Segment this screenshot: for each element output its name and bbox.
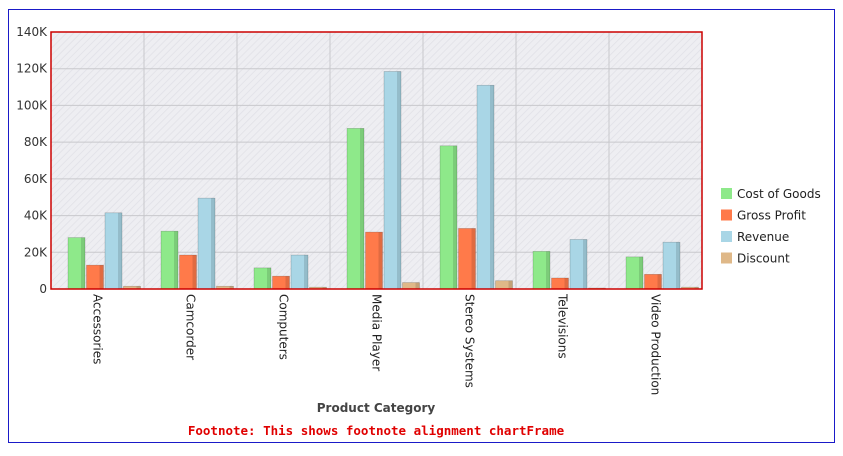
- bar-shade: [285, 276, 290, 289]
- bar-shade: [136, 286, 141, 289]
- bar-shade: [471, 228, 476, 289]
- bar-shade: [694, 287, 699, 289]
- bar-shade: [415, 282, 420, 289]
- plot-border: [50, 31, 703, 290]
- x-tick-label: Televisions: [556, 293, 570, 359]
- bar-shade: [378, 232, 383, 289]
- bar-shade: [508, 280, 513, 289]
- y-tick-label: 80K: [24, 135, 48, 149]
- bar-shade: [267, 267, 271, 289]
- bar-shade: [564, 277, 569, 289]
- x-tick-label: Computers: [277, 294, 291, 360]
- bar-shade: [360, 128, 364, 289]
- legend: Cost of Goods Gross Profit Revenue Discount: [721, 187, 821, 266]
- x-tick-label: Media Player: [370, 294, 384, 371]
- legend-swatch: [721, 231, 732, 242]
- bar-shade: [453, 145, 457, 289]
- bar-shade: [304, 255, 308, 289]
- x-axis-title: Product Category: [317, 401, 436, 415]
- bar-shade: [397, 71, 401, 289]
- legend-label[interactable]: Gross Profit: [737, 209, 806, 223]
- legend-swatch: [721, 209, 732, 221]
- y-tick-label: 20K: [24, 245, 48, 259]
- y-tick-label: 120K: [16, 62, 48, 76]
- bar-shade: [583, 239, 587, 289]
- bar-shade: [546, 251, 550, 289]
- y-tick-label: 40K: [24, 209, 48, 223]
- bars: [67, 71, 699, 290]
- legend-label[interactable]: Discount: [737, 252, 790, 266]
- legend-label[interactable]: Cost of Goods: [737, 187, 821, 201]
- bar-shade: [490, 85, 494, 289]
- x-axis: Accessories Camcorder Computers Media Playe…: [91, 293, 663, 395]
- legend-swatch: [721, 252, 732, 264]
- footnote: Footnote: This shows footnote alignment …: [188, 423, 565, 438]
- y-tick-label: 60K: [24, 172, 48, 186]
- bar-shade: [657, 274, 662, 289]
- x-tick-label: Video Production: [649, 294, 663, 395]
- bar-shade: [81, 237, 85, 289]
- y-tick-label: 140K: [16, 25, 48, 39]
- bar-shade: [99, 265, 104, 289]
- y-tick-label: 100K: [16, 98, 48, 112]
- x-tick-label: Camcorder: [184, 294, 198, 360]
- x-tick-label: Stereo Systems: [463, 294, 477, 388]
- bar-shade: [118, 212, 122, 289]
- x-tick-label: Accessories: [91, 294, 105, 364]
- y-tick-label: 0: [39, 282, 47, 296]
- legend-label[interactable]: Revenue: [737, 230, 789, 244]
- bar-shade: [322, 287, 327, 289]
- legend-swatch: [721, 188, 732, 199]
- y-axis: 0 20K 40K 60K 80K 100K 120K 140K: [16, 25, 48, 296]
- bar-shade: [676, 242, 680, 289]
- bar-shade: [174, 231, 178, 289]
- chart-frame: [8, 9, 835, 443]
- bar-shade: [192, 255, 197, 289]
- bar-shade: [639, 256, 643, 289]
- bar-shade: [229, 286, 234, 289]
- bar-shade: [211, 198, 215, 289]
